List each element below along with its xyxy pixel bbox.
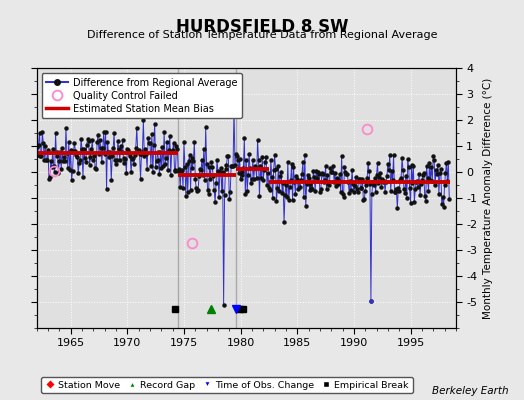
Legend: Station Move, Record Gap, Time of Obs. Change, Empirical Break: Station Move, Record Gap, Time of Obs. C… (41, 377, 412, 393)
Text: HURDSFIELD 8 SW: HURDSFIELD 8 SW (176, 18, 348, 36)
Text: Difference of Station Temperature Data from Regional Average: Difference of Station Temperature Data f… (87, 30, 437, 40)
Legend: Difference from Regional Average, Quality Control Failed, Estimated Station Mean: Difference from Regional Average, Qualit… (41, 73, 242, 118)
Text: Berkeley Earth: Berkeley Earth (432, 386, 508, 396)
Y-axis label: Monthly Temperature Anomaly Difference (°C): Monthly Temperature Anomaly Difference (… (483, 77, 493, 319)
